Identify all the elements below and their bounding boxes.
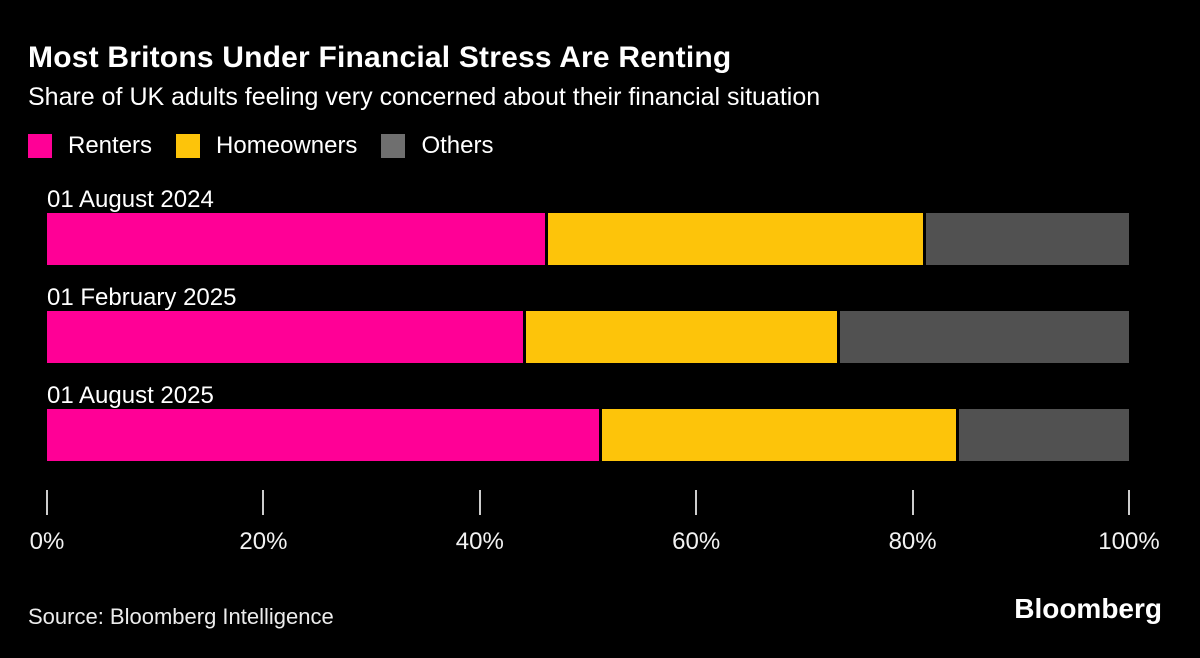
x-axis: 0% 20% 40% 60% 80% 100% — [30, 490, 1160, 562]
row-label: 01 August 2025 — [47, 382, 214, 409]
row-label: 01 August 2024 — [47, 186, 214, 213]
bar-segment-homeowners — [523, 311, 837, 363]
axis-tick — [1128, 490, 1130, 515]
bar-segment-renters — [47, 311, 524, 363]
legend: Renters Homeowners Others — [28, 132, 517, 160]
bar-segment-homeowners — [598, 409, 956, 461]
legend-item-renters: Renters — [28, 132, 152, 160]
bloomberg-logo: Bloomberg — [1014, 593, 1162, 624]
bar-segment-homeowners — [544, 213, 924, 265]
bar-segment-others — [923, 213, 1129, 265]
axis-tick-label: 60% — [672, 528, 721, 555]
bar-segment-renters — [47, 409, 599, 461]
legend-item-homeowners: Homeowners — [176, 132, 357, 160]
legend-label-homeowners: Homeowners — [216, 132, 358, 159]
stacked-bar — [47, 409, 1129, 461]
axis-tick-label: 100% — [1098, 528, 1160, 555]
chart-subtitle: Share of UK adults feeling very concerne… — [28, 83, 821, 111]
axis-tick-label: 20% — [239, 528, 288, 555]
legend-swatch-renters — [28, 134, 52, 158]
bar-row: 01 August 2025 — [47, 382, 1129, 462]
bar-row: 01 February 2025 — [47, 284, 1129, 364]
chart-title: Most Britons Under Financial Stress Are … — [28, 41, 732, 74]
stacked-bar — [47, 213, 1129, 265]
bar-segment-others — [955, 409, 1129, 461]
axis-tick-label: 0% — [29, 528, 65, 555]
axis-tick — [695, 490, 698, 515]
bar-segment-others — [836, 311, 1129, 363]
source-text: Source: Bloomberg Intelligence — [28, 604, 334, 629]
stacked-bar — [47, 311, 1129, 363]
bar-segment-renters — [47, 213, 545, 265]
plot-area: 01 August 2024 01 February 2025 01 August … — [47, 186, 1129, 464]
legend-label-renters: Renters — [68, 132, 153, 159]
axis-tick-label: 80% — [888, 528, 937, 555]
legend-label-others: Others — [421, 132, 494, 159]
bar-row: 01 August 2024 — [47, 186, 1129, 266]
axis-tick-label: 40% — [455, 528, 504, 555]
legend-swatch-homeowners — [176, 134, 201, 158]
axis-tick — [478, 490, 481, 515]
row-label: 01 February 2025 — [47, 284, 237, 311]
legend-item-others: Others — [381, 132, 493, 160]
axis-tick — [262, 490, 265, 515]
legend-swatch-others — [381, 134, 406, 158]
axis-tick — [911, 490, 914, 515]
axis-tick — [46, 490, 48, 515]
